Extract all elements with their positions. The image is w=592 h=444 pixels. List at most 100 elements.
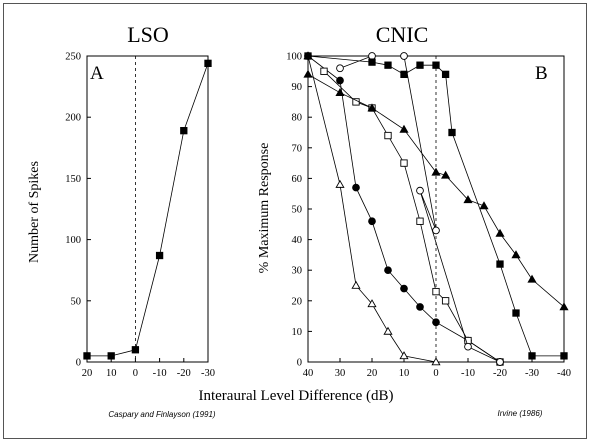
data-point-cnic-filled-square — [400, 70, 408, 79]
data-point-cnic-filled-square — [560, 352, 568, 360]
data-point-cnic-open-square — [416, 217, 424, 225]
y-tick-label-cnic: 80 — [292, 113, 303, 124]
data-point-cnic-open-circle — [368, 52, 376, 60]
chart-title-cnic: CNIC — [376, 22, 429, 47]
x-tick-label-cnic: -40 — [557, 368, 571, 379]
y-tick-label-cnic: 70 — [292, 143, 303, 154]
data-point-lso-filled-square — [107, 352, 115, 360]
y-axis-label-lso: Number of Spikes — [27, 161, 42, 263]
data-point-cnic-filled-triangle — [431, 167, 441, 176]
data-point-cnic-open-triangle — [335, 179, 345, 188]
x-tick-label-cnic: 20 — [367, 368, 378, 379]
data-point-cnic-open-triangle — [399, 351, 409, 360]
y-axis-label-cnic: % Maximum Response — [257, 143, 272, 274]
data-point-lso-filled-square — [204, 59, 212, 67]
x-tick-label-lso: 10 — [106, 368, 117, 379]
data-point-cnic-open-triangle — [351, 280, 361, 289]
data-point-cnic-filled-triangle — [527, 274, 537, 283]
y-tick-label-lso: 250 — [65, 52, 81, 63]
data-point-cnic-open-square — [441, 297, 450, 305]
series-line-cnic-filled-circle — [307, 55, 501, 363]
y-tick-label-cnic: 90 — [292, 82, 303, 93]
data-point-lso-filled-square — [131, 346, 140, 354]
data-point-cnic-open-circle — [432, 226, 440, 235]
data-point-cnic-filled-triangle — [559, 302, 569, 311]
data-point-cnic-filled-square — [432, 61, 440, 69]
data-point-cnic-open-circle — [400, 52, 408, 60]
y-tick-label-cnic: 50 — [292, 205, 303, 216]
y-tick-label-cnic: 0 — [297, 358, 302, 369]
series-line-cnic-open-circle — [339, 55, 501, 363]
citation-left: Caspary and Finlayson (1991) — [108, 410, 216, 419]
data-point-cnic-filled-square — [448, 128, 456, 137]
series-line-cnic-open-square — [323, 71, 501, 363]
panel-label-b: B — [535, 63, 548, 84]
data-point-cnic-open-circle — [464, 342, 472, 351]
data-point-lso-filled-square — [83, 352, 91, 360]
citation-right: Irvine (1986) — [498, 409, 543, 418]
y-tick-label-lso: 150 — [65, 174, 81, 185]
x-axis-label: Interaural Level Difference (dB) — [198, 388, 393, 404]
y-tick-label-lso: 0 — [76, 358, 81, 369]
data-point-cnic-filled-square — [368, 58, 376, 66]
data-point-cnic-filled-circle — [432, 318, 440, 327]
y-tick-label-cnic: 30 — [292, 266, 303, 277]
data-point-cnic-filled-square — [496, 260, 504, 268]
data-point-lso-filled-square — [180, 127, 188, 135]
data-point-cnic-filled-circle — [416, 303, 424, 311]
y-tick-label-cnic: 100 — [286, 52, 302, 63]
x-tick-label-cnic: 40 — [303, 368, 314, 379]
data-point-lso-filled-square — [155, 251, 164, 260]
data-point-cnic-open-square — [400, 159, 408, 167]
data-point-cnic-open-triangle — [431, 357, 441, 366]
y-tick-label-cnic: 60 — [292, 174, 303, 185]
x-tick-label-lso: -20 — [177, 368, 191, 379]
x-tick-label-lso: -10 — [153, 368, 167, 379]
data-point-cnic-open-square — [384, 131, 392, 140]
x-tick-label-cnic: 30 — [335, 368, 346, 379]
data-point-cnic-filled-triangle — [495, 228, 505, 237]
data-point-cnic-filled-circle — [400, 284, 408, 293]
data-point-cnic-filled-circle — [368, 217, 376, 226]
y-tick-label-lso: 100 — [65, 235, 81, 246]
x-tick-label-lso: -30 — [201, 368, 215, 379]
plot-frame-lso — [86, 55, 209, 363]
y-tick-label-lso: 200 — [65, 113, 81, 124]
data-point-cnic-open-square — [320, 67, 328, 75]
data-point-cnic-filled-triangle — [441, 170, 451, 179]
x-tick-label-lso: 20 — [82, 368, 93, 379]
y-tick-label-cnic: 20 — [292, 296, 303, 307]
data-point-cnic-filled-square — [512, 309, 520, 317]
series-line-lso-filled-square — [87, 63, 209, 357]
data-point-cnic-filled-square — [441, 70, 450, 79]
y-tick-label-cnic: 10 — [292, 327, 303, 338]
chart-title-lso: LSO — [127, 22, 169, 47]
data-point-cnic-filled-triangle — [303, 69, 313, 78]
series-line-cnic-filled-triangle — [307, 74, 565, 308]
data-point-cnic-filled-square — [528, 352, 536, 360]
data-point-cnic-filled-triangle — [335, 88, 345, 97]
data-point-cnic-open-circle — [496, 358, 504, 366]
slide-frame — [3, 3, 587, 439]
data-point-cnic-filled-square — [416, 61, 424, 69]
data-point-cnic-filled-circle — [352, 183, 360, 192]
x-tick-label-cnic: -10 — [461, 368, 475, 379]
x-tick-label-cnic: 0 — [433, 368, 438, 379]
data-point-cnic-open-circle — [416, 186, 424, 195]
data-point-cnic-filled-triangle — [463, 195, 473, 204]
y-tick-label-cnic: 40 — [292, 235, 303, 246]
data-point-cnic-filled-circle — [384, 266, 392, 275]
data-point-cnic-filled-square — [304, 52, 312, 60]
x-tick-label-cnic: -20 — [493, 368, 507, 379]
data-point-cnic-filled-triangle — [511, 250, 521, 259]
data-point-cnic-filled-triangle — [479, 201, 489, 210]
x-tick-label-cnic: -30 — [525, 368, 539, 379]
data-point-cnic-open-square — [432, 287, 440, 296]
data-point-cnic-open-circle — [336, 64, 344, 73]
data-point-cnic-open-triangle — [383, 326, 393, 335]
panel-label-a: A — [90, 63, 104, 84]
data-point-cnic-filled-square — [384, 61, 392, 69]
